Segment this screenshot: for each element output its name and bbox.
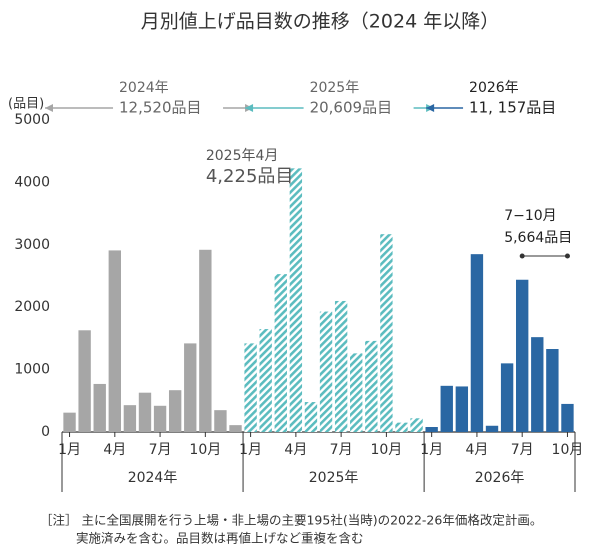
label-bg [303,78,414,120]
bar [334,300,348,432]
bracket-dot [519,253,525,259]
bar [485,425,499,432]
note: ［注］ 主に全国展開を行う上場・非上場の主要195社(当時)の2022-26年価… [40,513,542,528]
bar [319,311,333,432]
bar [470,254,484,432]
bar [380,234,393,432]
y-axis-label: (品目) [8,97,44,112]
bar [440,385,453,432]
bar [546,349,559,432]
span-total: 11, 157品目 [469,99,556,117]
x-tick-label: 4月 [284,442,307,458]
group-label: 2025年 [309,470,359,486]
bar [365,340,378,432]
bar [395,422,408,432]
annotation: 5,664品目 [504,230,572,246]
x-tick-label: 7月 [330,442,353,458]
arrow-head [426,104,435,112]
bar [561,403,574,432]
chart-title: 月別値上げ品目数の推移（2024 年以降） [141,11,499,33]
arrow-head [45,104,53,112]
bar [153,405,167,432]
bar [93,383,106,432]
span-year: 2025年 [310,80,360,96]
y-tick-label: 3000 [14,237,50,253]
label-bg [463,78,574,120]
bar [168,390,182,432]
x-tick-label: 4月 [103,442,126,458]
bracket-dot [564,253,570,259]
y-tick-label: 1000 [14,362,50,378]
x-tick-label: 1月 [420,442,443,458]
bar [244,343,257,432]
annotation: 2025年4月 [206,148,279,164]
annotation: 7−10月 [504,208,556,224]
y-tick-label: 4000 [14,174,50,190]
annotation: 4,225品目 [206,166,294,187]
bar [274,274,287,432]
bar [184,343,197,432]
span-total: 12,520品目 [119,99,202,117]
x-tick-label: 1月 [58,442,81,458]
x-tick-label: 10月 [370,442,402,458]
bar [123,405,137,432]
bar [214,410,227,432]
bar [63,412,76,432]
arrow-head [245,104,254,112]
bar [410,418,423,432]
bar [304,402,318,432]
bar [455,386,469,432]
bar [138,392,152,432]
span-year: 2026年 [469,80,519,96]
span-total: 20,609品目 [310,99,393,117]
bar [289,168,303,433]
bar [78,330,91,432]
y-tick-label: 0 [41,424,50,440]
x-tick-label: 10月 [552,442,584,458]
x-tick-label: 10月 [189,442,221,458]
bar [199,249,212,432]
x-tick-label: 7月 [149,442,172,458]
group-label: 2024年 [128,470,178,486]
bar [516,279,529,432]
label-bg [113,78,224,120]
bar [259,329,272,432]
bar [350,353,363,432]
span-year: 2024年 [119,80,169,96]
bar [531,337,544,432]
bar [229,425,242,432]
x-tick-label: 1月 [239,442,262,458]
bar [108,250,121,432]
y-tick-label: 2000 [14,299,50,315]
x-tick-label: 7月 [511,442,534,458]
group-label: 2026年 [475,470,525,486]
bar [425,427,438,432]
bar [500,363,514,432]
y-tick-label: 5000 [14,112,50,128]
note: 実施済みを含む。品目数は再値上げなど重複を含む [76,531,364,546]
x-tick-label: 4月 [465,442,488,458]
